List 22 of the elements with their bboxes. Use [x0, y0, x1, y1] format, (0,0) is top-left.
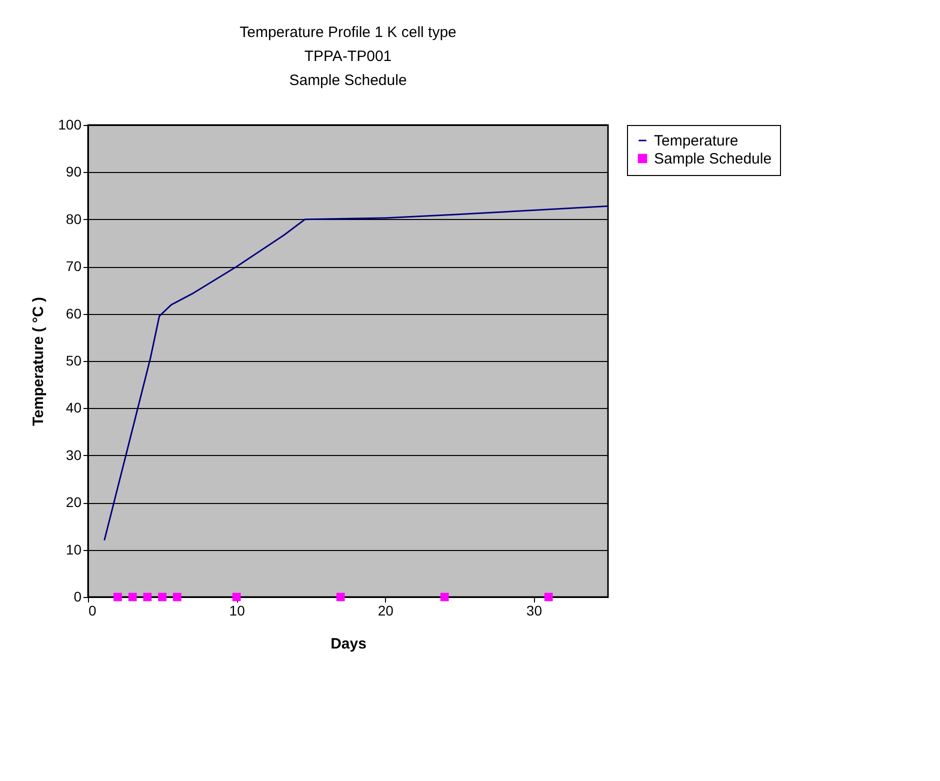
- legend-label: Temperature: [654, 132, 738, 150]
- x-tick-label: 10: [229, 602, 246, 618]
- chart-title: Temperature Profile 1 K cell type: [240, 24, 456, 41]
- y-axis-title: Temperature ( °C ): [30, 296, 48, 426]
- x-tick-label: 30: [526, 602, 542, 618]
- x-tick-label: 20: [378, 602, 394, 618]
- y-tick-label: 80: [66, 210, 82, 227]
- y-tick-label: 30: [66, 446, 82, 463]
- y-tick-label: 0: [74, 588, 82, 604]
- y-tick-label: 40: [66, 400, 82, 416]
- y-tick-label: 100: [58, 116, 82, 132]
- x-tick-label: 0: [88, 602, 96, 618]
- y-tick-label: 60: [66, 305, 82, 322]
- y-tick-label: 70: [66, 258, 82, 274]
- chart-subtitle: TPPA-TP001 Sample Schedule: [289, 48, 407, 89]
- y-tick-label: 90: [66, 164, 82, 180]
- legend-label: Sample Schedule: [654, 150, 772, 168]
- y-tick-label: 10: [66, 541, 82, 558]
- line-series: [104, 205, 609, 542]
- y-tick-label: 50: [66, 352, 82, 368]
- x-axis-title: Days: [330, 636, 366, 652]
- y-tick-label: 20: [66, 494, 82, 510]
